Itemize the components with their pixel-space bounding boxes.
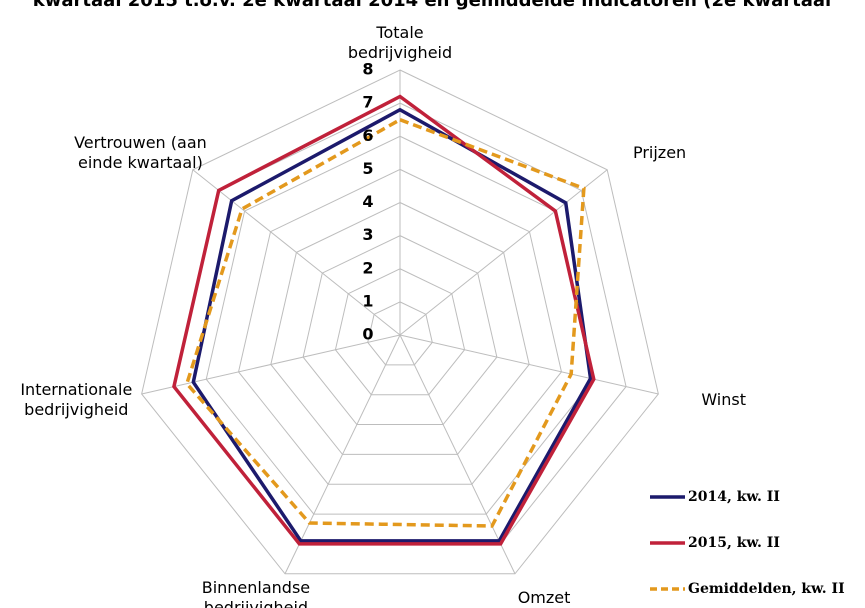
r-tick-label: 8 <box>362 60 373 79</box>
category-label: Vertrouwen (aan einde kwartaal) <box>74 132 207 172</box>
category-label: Totale bedrijvigheid <box>347 23 453 62</box>
grid-ring <box>141 69 659 575</box>
category-label: Internationale bedrijvigheid <box>20 379 133 419</box>
spoke <box>141 334 401 395</box>
r-tick-label: 1 <box>362 291 373 310</box>
r-tick-label: 3 <box>362 225 373 244</box>
r-tick-label: 2 <box>362 258 373 277</box>
r-tick-label: 4 <box>362 192 373 211</box>
spoke <box>284 334 401 574</box>
r-tick-label: 6 <box>362 126 373 145</box>
spoke <box>399 169 608 336</box>
grid-ring <box>334 268 466 396</box>
legend-label: Gemiddelden, kw. II <box>688 581 845 597</box>
series-line <box>184 117 586 528</box>
legend-label: 2015, kw. II <box>688 535 780 551</box>
chart-title: kwartaal 2015 t.o.v. 2e kwartaal 2014 en… <box>33 0 831 11</box>
r-tick-label: 0 <box>362 325 373 344</box>
grid-ring <box>237 168 563 485</box>
r-tick-label: 5 <box>362 159 373 178</box>
series-line <box>172 94 596 546</box>
spoke <box>399 334 516 574</box>
category-label: Prijzen <box>632 142 687 162</box>
category-label: Omzet <box>517 588 571 608</box>
spoke <box>192 169 401 336</box>
category-label: Binnenlandse bedrijvigheid <box>201 578 311 608</box>
r-tick-label: 7 <box>362 93 373 112</box>
series-line <box>191 107 593 543</box>
spoke <box>399 334 659 395</box>
grid-ring <box>270 201 530 455</box>
category-label: Winst <box>701 389 747 409</box>
grid-ring <box>367 301 433 366</box>
grid-ring <box>302 235 498 426</box>
legend-label: 2014, kw. II <box>688 489 780 505</box>
